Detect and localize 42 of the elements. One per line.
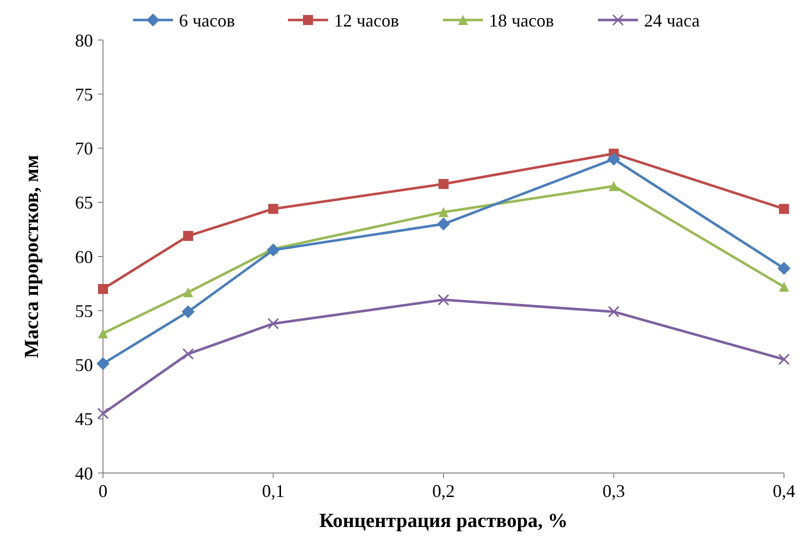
x-axis-title: Концентрация раствора, % — [319, 510, 568, 532]
point — [266, 244, 280, 257]
point — [183, 230, 194, 241]
y-axis-title: Масса проростков, мм — [21, 154, 43, 358]
x-tick-label: 0,3 — [602, 481, 625, 501]
x-tick-label: 0,1 — [262, 481, 284, 501]
point — [779, 282, 789, 292]
point — [778, 354, 790, 366]
point — [268, 318, 279, 330]
point — [778, 262, 790, 275]
point — [268, 204, 278, 214]
point — [183, 287, 194, 298]
point — [98, 328, 108, 338]
y-tick-label: 65 — [75, 192, 93, 213]
point — [182, 305, 195, 318]
point — [608, 181, 619, 192]
point — [438, 294, 450, 306]
point — [182, 348, 194, 360]
point — [98, 284, 108, 294]
point — [607, 152, 620, 166]
legend-label: 6 часов — [179, 10, 236, 30]
y-tick-label: 55 — [75, 300, 93, 321]
legend-label: 12 часов — [334, 10, 400, 30]
legend-label: 24 часа — [644, 10, 700, 30]
point — [97, 408, 109, 420]
point — [779, 204, 789, 214]
y-tick-label: 75 — [75, 84, 93, 104]
y-tick-label: 50 — [75, 355, 93, 376]
y-tick-label: 45 — [75, 409, 93, 430]
point — [608, 306, 620, 318]
y-tick-label: 70 — [75, 138, 93, 159]
point — [438, 207, 448, 218]
y-tick-label: 60 — [75, 246, 93, 267]
y-tick-label: 80 — [75, 30, 93, 50]
y-tick-label: 40 — [75, 463, 93, 484]
x-tick-label: 0,4 — [772, 481, 796, 501]
x-tick-label: 0 — [98, 481, 108, 501]
x-tick-label: 0,2 — [432, 481, 455, 501]
point — [438, 178, 448, 189]
point — [96, 357, 110, 370]
point — [437, 218, 450, 231]
legend-label: 18 часов — [489, 10, 554, 30]
